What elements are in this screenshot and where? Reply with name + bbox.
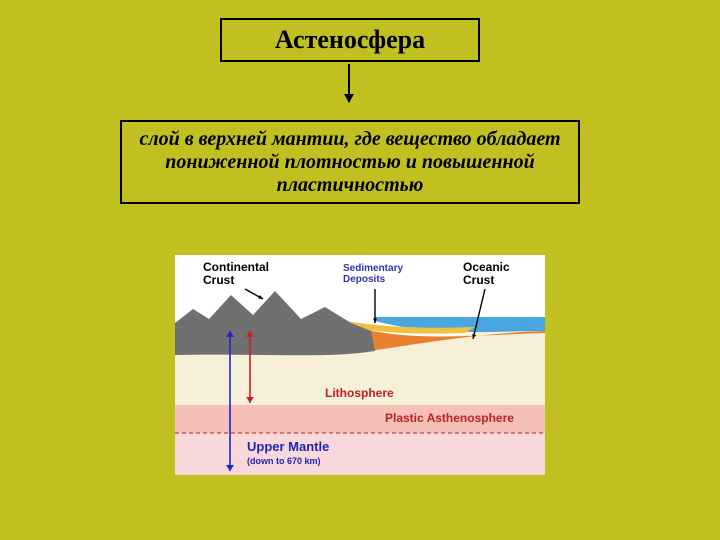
svg-text:Crust: Crust	[463, 273, 494, 287]
earth-layers-diagram: ContinentalCrustSedimentaryDepositsOcean…	[175, 255, 545, 475]
svg-text:(down to 670 km): (down to 670 km)	[247, 456, 321, 466]
svg-text:Plastic Asthenosphere: Plastic Asthenosphere	[385, 411, 514, 425]
diagram-svg: ContinentalCrustSedimentaryDepositsOcean…	[175, 255, 545, 475]
title-box: Астеносфера	[220, 18, 480, 62]
svg-text:Deposits: Deposits	[343, 274, 386, 285]
definition-text: слой в верхней мантии, где вещество обла…	[132, 128, 568, 197]
svg-text:Continental: Continental	[203, 260, 269, 274]
definition-box: слой в верхней мантии, где вещество обла…	[120, 120, 580, 204]
svg-text:Oceanic: Oceanic	[463, 260, 510, 274]
arrow-title-to-def	[348, 64, 350, 102]
svg-text:Lithosphere: Lithosphere	[325, 386, 394, 400]
svg-text:Upper Mantle: Upper Mantle	[247, 439, 329, 454]
svg-text:Crust: Crust	[203, 273, 234, 287]
title-text: Астеносфера	[275, 25, 425, 55]
svg-text:Sedimentary: Sedimentary	[343, 263, 403, 274]
